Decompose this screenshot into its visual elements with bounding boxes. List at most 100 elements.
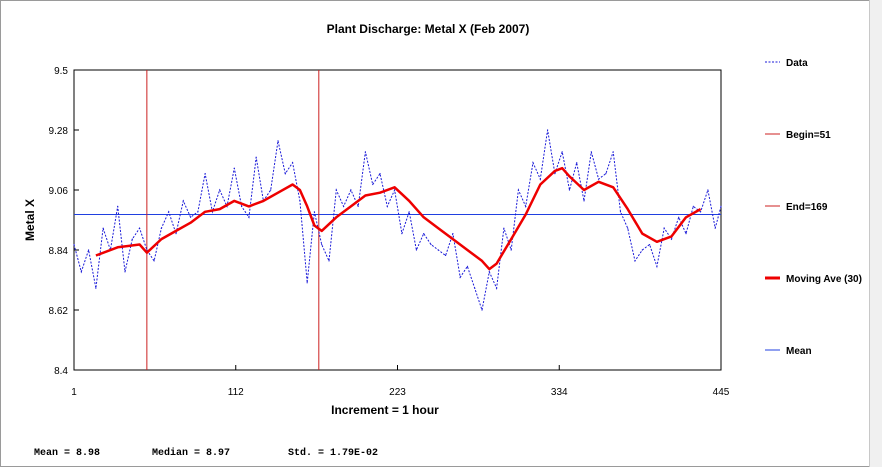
data-point xyxy=(459,276,461,278)
data-point xyxy=(291,162,294,164)
data-point xyxy=(583,200,585,202)
data-point xyxy=(372,183,374,186)
data-point xyxy=(80,271,82,273)
data-point xyxy=(342,205,345,207)
data-point xyxy=(102,227,104,229)
data-point xyxy=(364,151,367,153)
data-point xyxy=(597,178,600,180)
y-tick-label: 8.62 xyxy=(49,306,69,317)
legend: Data Begin=51 End=169 Moving Ave (30) Mean xyxy=(765,58,862,357)
data-point xyxy=(444,254,447,257)
data-point xyxy=(270,189,272,191)
data-point xyxy=(517,189,520,191)
data-point xyxy=(481,309,483,311)
x-tick-label: 223 xyxy=(389,387,406,398)
data-point xyxy=(138,227,141,229)
data-point xyxy=(619,211,622,213)
data-point xyxy=(720,205,722,207)
data-point xyxy=(423,233,425,235)
data-point xyxy=(408,211,410,213)
legend-begin-label: Begin=51 xyxy=(786,130,831,141)
data-point xyxy=(182,200,184,202)
data-point xyxy=(699,211,702,213)
data-point xyxy=(321,243,323,246)
data-point xyxy=(539,178,541,180)
y-tick-label: 9.5 xyxy=(54,66,68,77)
y-tick-label: 8.84 xyxy=(49,246,69,257)
data-point xyxy=(430,243,432,246)
data-point xyxy=(379,173,381,175)
y-tick-label: 9.28 xyxy=(49,126,69,137)
data-point xyxy=(160,227,163,229)
x-tick-label: 1 xyxy=(71,387,77,398)
data-point xyxy=(532,162,534,164)
data-point xyxy=(488,271,490,273)
data-point xyxy=(663,227,665,229)
legend-data-label: Data xyxy=(786,58,808,69)
x-axis-label: Increment = 1 hour xyxy=(331,403,439,417)
data-point xyxy=(692,205,694,207)
data-point xyxy=(707,189,709,191)
data-point xyxy=(87,249,90,251)
data-point xyxy=(131,238,133,240)
data-point xyxy=(357,205,359,207)
data-point xyxy=(678,216,680,218)
data-point xyxy=(612,151,614,153)
window-scroll-edge[interactable] xyxy=(869,0,882,467)
data-point xyxy=(656,265,658,267)
data-point xyxy=(248,216,250,218)
data-point xyxy=(590,151,592,153)
y-tick-label: 8.4 xyxy=(54,366,68,377)
data-point xyxy=(525,205,527,207)
data-point xyxy=(204,173,206,175)
data-point xyxy=(299,200,301,202)
stat-std: Std. = 1.79E-02 xyxy=(288,447,378,459)
y-axis-label: Metal X xyxy=(23,199,37,241)
data-point xyxy=(306,282,308,284)
stat-mean: Mean = 8.98 xyxy=(34,448,100,459)
data-point xyxy=(73,243,75,246)
data-point xyxy=(495,287,498,289)
legend-mean-label: Mean xyxy=(786,346,812,357)
data-point xyxy=(255,156,257,158)
data-point xyxy=(386,205,388,207)
plot-area xyxy=(73,69,722,371)
data-point xyxy=(95,287,97,289)
data-point xyxy=(546,129,549,131)
data-point xyxy=(415,249,418,251)
y-axis: 9.5 9.28 9.06 8.84 8.62 8.4 xyxy=(49,66,79,377)
chart-title: Plant Discharge: Metal X (Feb 2007) xyxy=(327,22,530,36)
data-point xyxy=(510,249,512,251)
data-point xyxy=(350,189,352,191)
data-point xyxy=(648,243,651,246)
data-point xyxy=(474,287,476,289)
data-point xyxy=(328,260,330,262)
data-point xyxy=(335,189,337,191)
data-point xyxy=(219,189,221,191)
data-point xyxy=(503,227,505,229)
data-point xyxy=(401,233,403,235)
data-point xyxy=(197,211,199,213)
data-point xyxy=(240,205,243,207)
data-point xyxy=(168,211,170,213)
data-point xyxy=(452,233,454,235)
data-point xyxy=(153,260,155,262)
x-tick-label: 112 xyxy=(228,387,244,398)
data-point xyxy=(313,211,316,213)
data-point xyxy=(561,151,563,153)
data-point xyxy=(568,189,571,191)
x-axis: 1 112 223 334 445 xyxy=(71,365,730,398)
data-point xyxy=(670,238,673,240)
x-tick-label: 445 xyxy=(713,387,730,398)
data-point xyxy=(124,271,126,273)
data-point xyxy=(277,140,279,142)
data-point xyxy=(233,167,235,169)
data-point xyxy=(605,173,607,175)
legend-end-label: End=169 xyxy=(786,202,828,213)
x-tick-label: 334 xyxy=(551,387,568,398)
data-point xyxy=(634,260,636,262)
data-point xyxy=(284,173,286,175)
data-point xyxy=(641,249,643,251)
data-point xyxy=(554,173,556,175)
